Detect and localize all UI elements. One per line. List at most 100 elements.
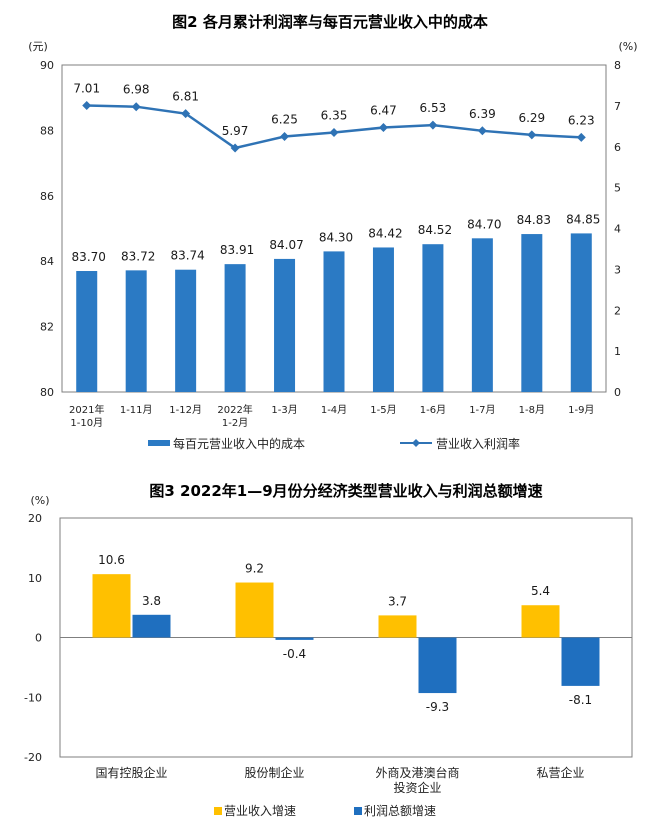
- chart2-right-tick-label: 1: [614, 345, 621, 358]
- chart2-left-tick-label: 82: [40, 321, 54, 334]
- chart2-category-label: 1-10月: [70, 417, 103, 429]
- chart2-category-label: 1-3月: [271, 404, 297, 416]
- chart2-cost-data-label: 84.52: [418, 223, 452, 237]
- chart3-revenue-growth-data-label: 3.7: [388, 594, 407, 608]
- chart3-legend-label-revenue: 营业收入增速: [224, 804, 296, 818]
- chart3-unit: (%): [30, 494, 49, 507]
- chart2-profit-rate-data-label: 6.25: [271, 113, 298, 127]
- chart2-legend-label-rate: 营业收入利润率: [436, 436, 520, 451]
- chart3-legend-label-profit: 利润总额增速: [364, 804, 436, 818]
- chart2-profit-rate-marker: [230, 143, 240, 153]
- chart2-cost-data-label: 84.30: [319, 230, 353, 244]
- chart3-profit-growth-bar: [275, 637, 314, 640]
- chart2-legend-swatch-marker: [412, 439, 420, 447]
- chart2-category-label: 1-2月: [222, 417, 248, 429]
- chart3-revenue-growth-data-label: 10.6: [98, 553, 125, 567]
- chart2-profit-rate-data-label: 6.29: [518, 111, 545, 125]
- chart3-y-tick-label: 0: [35, 632, 42, 645]
- chart2-cost-data-label: 84.83: [517, 213, 551, 227]
- chart2-cost-bar: [224, 264, 246, 392]
- chart2-right-tick-label: 2: [614, 304, 621, 317]
- chart2-profit-rate-marker: [280, 132, 290, 142]
- chart2-profit-rate-marker: [131, 102, 141, 112]
- chart2-cost-data-label: 84.85: [566, 212, 600, 226]
- chart2-left-tick-label: 86: [40, 190, 54, 203]
- chart2-profit-rate-marker: [477, 126, 487, 136]
- chart2-right-tick-label: 0: [614, 386, 621, 399]
- chart2-profit-rate-data-label: 7.01: [73, 81, 100, 95]
- chart2-left-tick-label: 90: [40, 59, 54, 72]
- chart2-right-tick-label: 4: [614, 223, 621, 236]
- chart2-profit-rate-data-label: 6.47: [370, 104, 397, 118]
- chart3-profit-growth-data-label: -9.3: [426, 700, 449, 714]
- chart3-legend-swatch-revenue: [214, 807, 222, 815]
- chart3-y-tick-label: -10: [24, 691, 42, 704]
- chart3-category-label: 投资企业: [393, 780, 441, 795]
- chart3-revenue-growth-data-label: 9.2: [245, 562, 264, 576]
- chart2-category-label: 1-4月: [321, 404, 347, 416]
- chart3-y-tick-label: 10: [28, 572, 42, 585]
- chart2-left-tick-label: 88: [40, 124, 54, 137]
- chart2-profit-rate-data-label: 6.39: [469, 107, 496, 121]
- chart3-profit-growth-data-label: 3.8: [142, 594, 161, 608]
- chart2-category-label: 2022年: [217, 403, 252, 416]
- chart2-right-tick-label: 3: [614, 263, 621, 276]
- chart3-revenue-growth-bar: [92, 574, 131, 638]
- chart3-revenue-growth-data-label: 5.4: [531, 584, 550, 598]
- chart3-category-label: 私营企业: [536, 765, 584, 780]
- chart3-category-label: 外商及港澳台商: [375, 765, 459, 780]
- chart2-cost-data-label: 84.42: [368, 226, 402, 240]
- chart2-cost-bar: [570, 233, 592, 392]
- chart2-profit-rate-data-label: 6.35: [321, 108, 348, 122]
- chart3-revenue-growth-bar: [235, 582, 274, 638]
- chart2-profit-rate-marker: [378, 123, 388, 133]
- chart2-category-label: 2021年: [69, 403, 104, 416]
- chart2-profit-rate-data-label: 6.23: [568, 113, 595, 127]
- chart3-y-tick-label: 20: [28, 512, 42, 525]
- chart2-left-tick-label: 84: [40, 255, 54, 268]
- chart2-profit-rate-marker: [428, 120, 438, 130]
- chart2-profit-rate-data-label: 6.98: [123, 83, 150, 97]
- chart3-profit-growth-bar: [132, 614, 171, 638]
- chart2-profit-rate-marker: [527, 130, 537, 140]
- chart3-y-tick-label: -20: [24, 751, 42, 764]
- chart2-profit-rate-marker: [576, 132, 586, 142]
- chart2-legend-swatch-cost: [148, 440, 170, 446]
- chart2-right-tick-label: 6: [614, 141, 621, 154]
- chart3-category-label: 股份制企业: [244, 765, 304, 780]
- chart2-cost-bar: [175, 269, 197, 392]
- chart2-title: 图2 各月累计利润率与每百元营业收入中的成本: [172, 13, 488, 31]
- chart2-cost-data-label: 83.91: [220, 243, 254, 257]
- chart3-profit-growth-data-label: -8.1: [569, 693, 592, 707]
- chart2-cost-bar: [372, 247, 394, 392]
- chart2-profit-rate-marker: [329, 127, 339, 137]
- chart2-category-label: 1-5月: [370, 404, 396, 416]
- chart2-cost-data-label: 83.74: [170, 249, 204, 263]
- chart3-profit-growth-bar: [561, 637, 600, 686]
- chart2-category-label: 1-9月: [568, 404, 594, 416]
- chart2-category-label: 1-8月: [519, 404, 545, 416]
- chart2-profit-rate-marker: [82, 100, 92, 110]
- chart2-profit-rate-data-label: 5.97: [222, 124, 249, 138]
- chart3-profit-growth-bar: [418, 637, 457, 694]
- chart2-legend-label-cost: 每百元营业收入中的成本: [173, 436, 305, 451]
- chart3-profit-growth-data-label: -0.4: [283, 647, 306, 661]
- chart2-right-unit: (%): [618, 40, 637, 53]
- chart2-right-tick-label: 7: [614, 100, 621, 113]
- chart3-category-label: 国有控股企业: [95, 765, 167, 780]
- chart3-revenue-growth-bar: [378, 615, 417, 638]
- chart2-cost-bar: [323, 251, 345, 392]
- chart2-cost-bar: [471, 238, 493, 392]
- chart2-category-label: 1-6月: [420, 404, 446, 416]
- chart2-left-unit: (元): [28, 40, 48, 53]
- chart2-profit-rate-data-label: 6.53: [420, 101, 447, 115]
- chart2-cost-data-label: 84.07: [269, 238, 303, 252]
- chart2-profit-rate-marker: [181, 109, 191, 119]
- chart2-category-label: 1-12月: [169, 404, 202, 416]
- chart2-cost-bar: [125, 270, 147, 392]
- chart2-cost-bar: [76, 271, 98, 392]
- chart3-title: 图3 2022年1—9月份分经济类型营业收入与利润总额增速: [149, 482, 542, 500]
- chart2-right-tick-label: 8: [614, 59, 621, 72]
- chart2-left-tick-label: 80: [40, 386, 54, 399]
